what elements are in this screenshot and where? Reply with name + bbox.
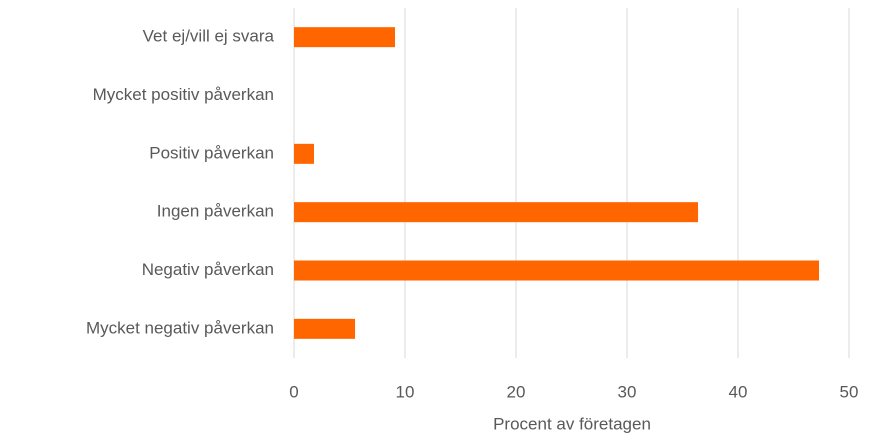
y-tick-label: Vet ej/vill ej svara <box>143 27 275 46</box>
bar <box>294 202 699 223</box>
x-tick-label: 10 <box>396 382 415 401</box>
x-tick-label: 0 <box>289 382 298 401</box>
x-tick-label: 50 <box>840 382 859 401</box>
y-tick-label: Negativ påverkan <box>142 260 274 279</box>
x-tick-label: 30 <box>618 382 637 401</box>
x-tick-label: 20 <box>507 382 526 401</box>
bar <box>294 260 820 281</box>
x-axis-label: Procent av företagen <box>493 414 651 433</box>
bar <box>294 27 396 48</box>
x-tick-label: 40 <box>729 382 748 401</box>
y-tick-label: Positiv påverkan <box>149 143 274 162</box>
y-tick-label: Mycket positiv påverkan <box>93 85 274 104</box>
y-tick-label: Ingen påverkan <box>157 202 274 221</box>
bar <box>294 143 314 164</box>
y-tick-label: Mycket negativ påverkan <box>86 318 274 337</box>
bar <box>294 318 356 339</box>
